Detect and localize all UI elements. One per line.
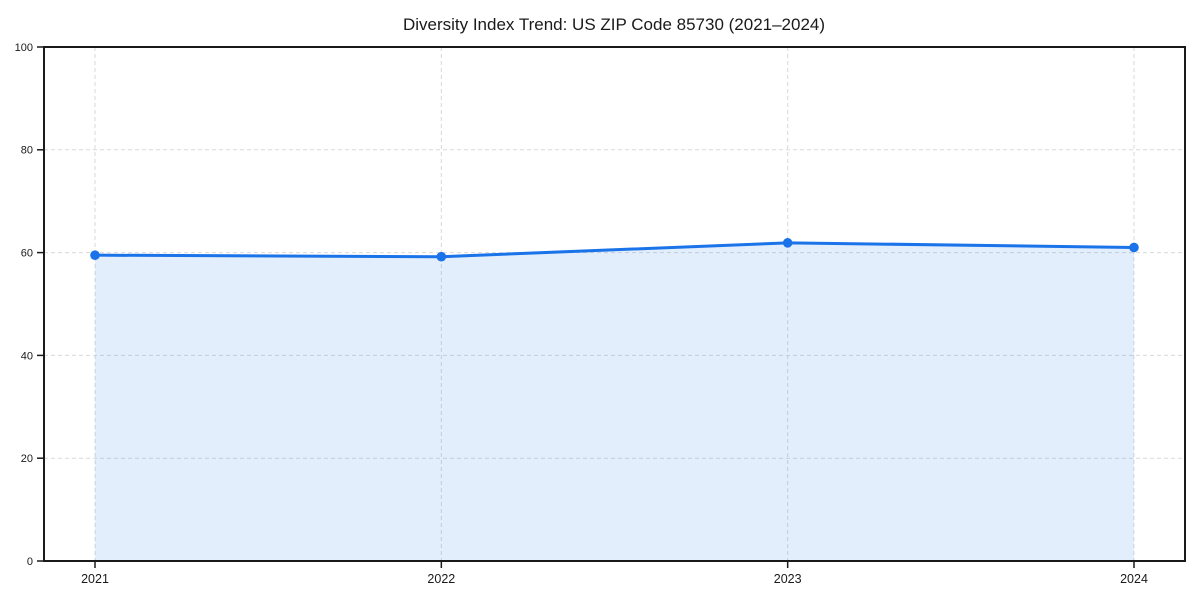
y-tick-label: 20	[21, 453, 33, 465]
x-tick-label: 2022	[427, 572, 455, 586]
axis-labels-layer: 0 20 40 60 80 100 2021 2022 2023 2024	[15, 42, 1148, 586]
trend-line-layer	[93, 241, 1136, 259]
trend-line	[93, 241, 1136, 259]
axis-ticks-layer	[37, 46, 1135, 568]
y-tick-label: 100	[15, 42, 33, 54]
chart-title: Diversity Index Trend: US ZIP Code 85730…	[403, 15, 825, 34]
plot-frame-layer	[43, 46, 1186, 562]
x-tick-label: 2023	[774, 572, 802, 586]
x-tick-label: 2024	[1120, 572, 1148, 586]
data-points-layer	[90, 238, 1139, 262]
gridlines-layer	[44, 46, 1185, 562]
x-tick-label: 2021	[81, 572, 109, 586]
data-point-2023	[782, 238, 793, 248]
y-tick-label: 80	[21, 145, 33, 157]
data-point-2021	[90, 250, 100, 260]
data-point-2024	[1129, 242, 1139, 253]
data-point-2022	[436, 251, 447, 262]
y-tick-label: 40	[21, 350, 33, 362]
y-tick-label: 0	[27, 556, 33, 568]
area-fill	[95, 242, 1134, 562]
y-tick-label: 60	[21, 247, 33, 259]
area-fill-layer	[95, 242, 1134, 562]
plot-border	[43, 46, 1186, 562]
